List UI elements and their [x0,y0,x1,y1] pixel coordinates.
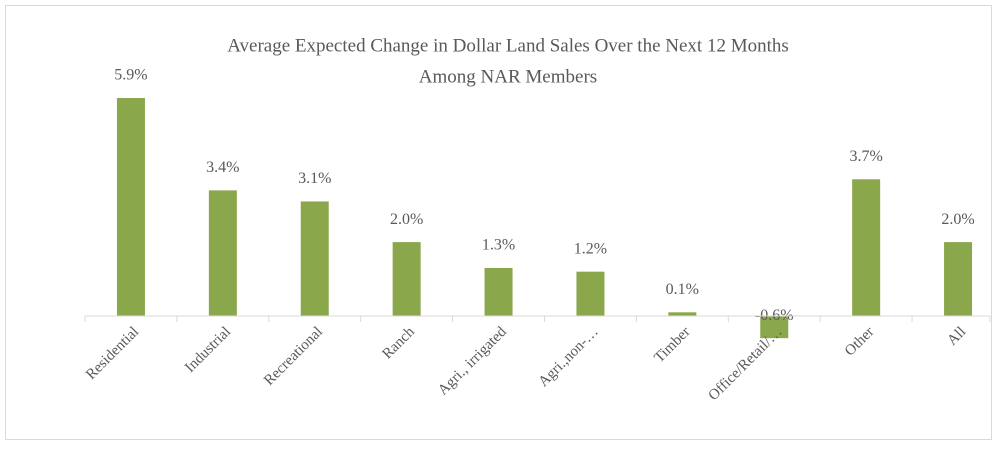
data-label: -0.6% [755,307,794,324]
chart-border [5,5,992,440]
bar [760,316,789,339]
bar [668,312,697,316]
bar [208,190,237,316]
data-label: 3.1% [298,170,331,187]
bar [576,271,605,316]
chart-title: Average Expected Change in Dollar Land S… [227,35,789,56]
chart-title: Among NAR Members [419,66,597,87]
data-label: 2.0% [941,211,974,228]
bar [852,179,881,316]
data-label: 3.4% [206,159,239,176]
bar [392,242,421,316]
bar [944,242,973,316]
bar [300,201,329,316]
data-label: 1.3% [482,237,515,254]
data-label: 3.7% [849,148,882,165]
bar [116,98,145,316]
data-label: 0.1% [666,281,699,298]
data-label: 2.0% [390,211,423,228]
data-label: 5.9% [114,67,147,84]
bar [484,267,513,316]
data-label: 1.2% [574,240,607,257]
